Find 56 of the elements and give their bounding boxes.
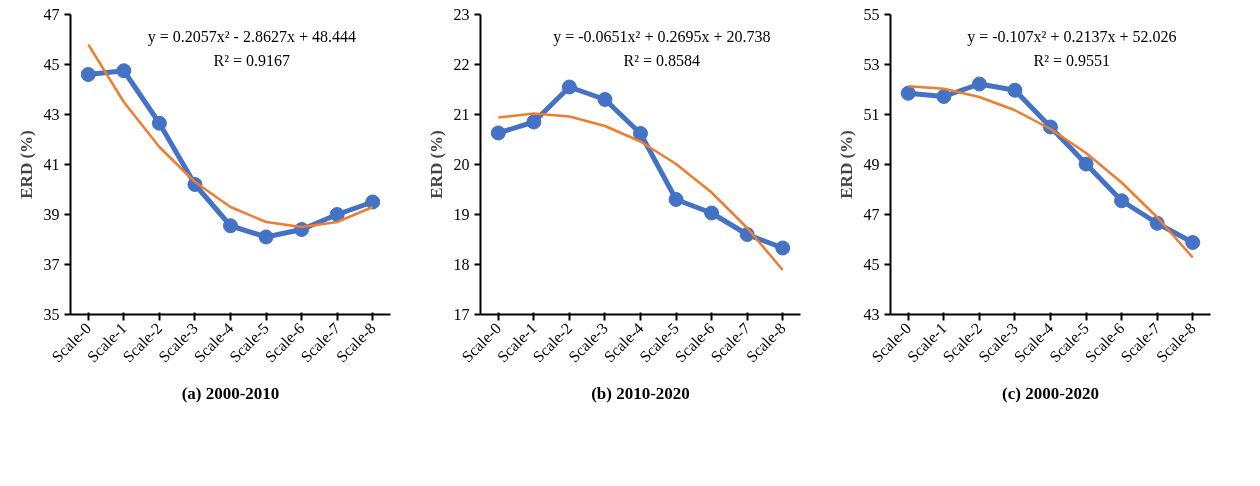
y-tick-label: 17 <box>453 306 470 323</box>
y-tick-label: 51 <box>863 106 880 123</box>
point <box>633 126 648 141</box>
annotation: R² = 0.8584 <box>623 51 701 69</box>
y-tick-label: 45 <box>43 56 60 73</box>
y-axis-title: ERD (%) <box>836 130 856 199</box>
point <box>80 67 96 82</box>
point <box>900 85 916 101</box>
y-tick-label: 20 <box>453 156 470 173</box>
point <box>116 63 132 79</box>
point <box>971 76 987 92</box>
annotation: y = 0.2057x² - 2.8627x + 48.444 <box>147 27 356 46</box>
y-tick-label: 49 <box>863 156 880 173</box>
y-tick-label: 19 <box>453 206 470 223</box>
y-tick-label: 45 <box>863 256 880 273</box>
y-tick-label: 47 <box>863 206 880 223</box>
line-series <box>497 112 784 272</box>
y-tick-label: 37 <box>43 256 60 273</box>
annotation: y = -0.107x² + 0.2137x + 52.026 <box>967 27 1177 46</box>
point <box>329 207 345 222</box>
point <box>526 114 542 130</box>
annotation: y = -0.0651x² + 0.2695x + 20.738 <box>553 27 771 46</box>
point <box>775 240 791 256</box>
annotation: R² = 0.9551 <box>1033 51 1111 69</box>
annotation: R² = 0.9167 <box>213 51 291 69</box>
y-tick-label: 23 <box>453 6 470 23</box>
point <box>668 192 684 207</box>
point <box>561 79 577 95</box>
point <box>223 218 238 234</box>
y-tick-label: 55 <box>863 6 880 23</box>
point <box>1007 82 1023 98</box>
text: (b) 2010-2020 <box>591 383 690 403</box>
y-tick-label: 21 <box>453 106 470 123</box>
text: (c) 2000-2020 <box>1002 383 1099 403</box>
y-tick-label: 22 <box>453 56 470 73</box>
point <box>490 125 506 141</box>
y-tick-label: 39 <box>43 206 60 223</box>
y-axis-title: ERD (%) <box>426 130 446 199</box>
y-tick-label: 43 <box>43 106 60 123</box>
point <box>597 92 613 107</box>
point <box>1114 193 1130 209</box>
y-tick-label: 18 <box>453 256 470 273</box>
point <box>151 115 167 131</box>
y-tick-label: 41 <box>43 156 60 173</box>
point <box>1185 235 1201 250</box>
point <box>1078 156 1094 172</box>
text: (a) 2000-2010 <box>181 383 280 403</box>
y-axis-title: ERD (%) <box>16 130 36 199</box>
y-tick-label: 47 <box>43 6 60 23</box>
point <box>936 89 952 104</box>
y-tick-label: 43 <box>863 306 880 323</box>
point <box>365 194 381 210</box>
y-tick-label: 35 <box>43 306 60 323</box>
point <box>704 205 720 221</box>
point <box>258 229 274 245</box>
y-tick-label: 53 <box>863 56 880 73</box>
